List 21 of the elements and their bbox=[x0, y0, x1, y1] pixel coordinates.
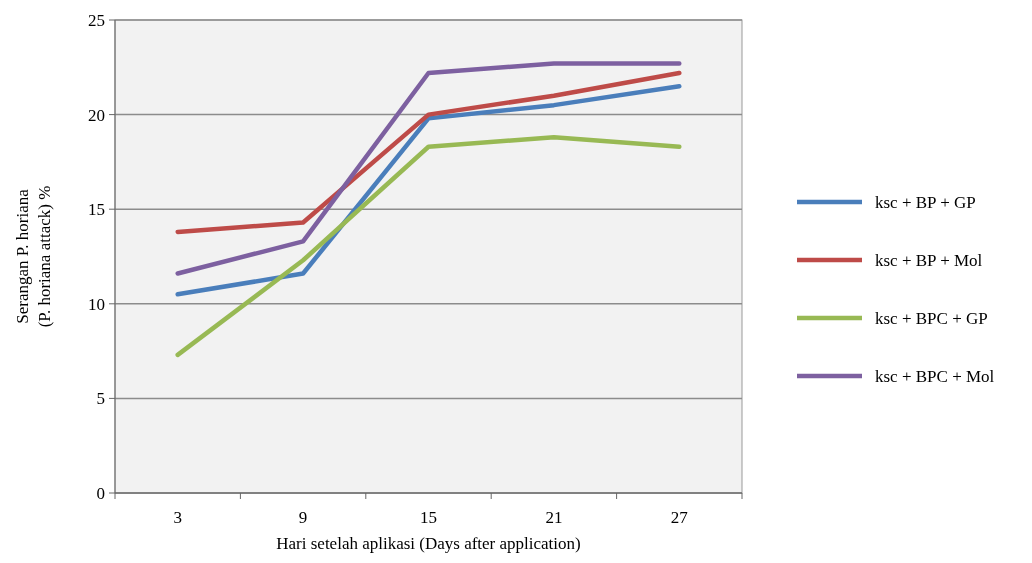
x-tick-label: 21 bbox=[545, 508, 563, 527]
y-tick-label: 25 bbox=[88, 10, 105, 30]
y-tick-label: 10 bbox=[88, 294, 105, 314]
legend-label: ksc + BP + Mol bbox=[875, 250, 983, 270]
y-axis-title: Serangan P. horiana (P. horiana attack) % bbox=[13, 185, 54, 328]
x-tick-label: 3 bbox=[173, 508, 182, 527]
x-tick-label: 9 bbox=[298, 508, 308, 527]
y-tick-label: 20 bbox=[88, 105, 105, 125]
y-tick-label: 5 bbox=[96, 389, 105, 409]
legend-label: ksc + BP + GP bbox=[875, 192, 976, 212]
line-series bbox=[175, 83, 682, 297]
x-axis-title: Hari setelah aplikasi (Days after application) bbox=[276, 534, 581, 553]
legend-label: ksc + BPC + Mol bbox=[875, 366, 995, 386]
line-series bbox=[175, 61, 682, 276]
y-tick-label: 0 bbox=[96, 483, 105, 503]
x-tick-label: 27 bbox=[670, 508, 689, 527]
x-tick-label: 15 bbox=[420, 508, 437, 527]
legend-label: ksc + BPC + GP bbox=[875, 308, 988, 328]
line-series bbox=[175, 135, 682, 358]
line-series bbox=[175, 70, 682, 235]
y-tick-label: 15 bbox=[88, 200, 105, 220]
